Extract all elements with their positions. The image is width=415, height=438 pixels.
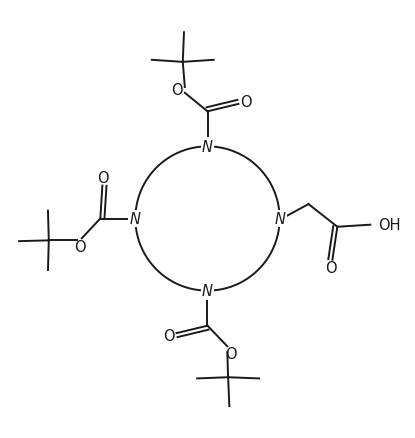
Text: O: O — [98, 170, 109, 185]
Text: N: N — [274, 212, 285, 226]
Text: O: O — [164, 328, 175, 343]
Text: O: O — [74, 240, 85, 254]
Text: O: O — [240, 95, 251, 110]
Text: O: O — [226, 346, 237, 361]
Text: N: N — [202, 140, 213, 155]
Text: N: N — [130, 212, 141, 226]
Text: O: O — [325, 261, 337, 276]
Text: OH: OH — [378, 218, 401, 233]
Text: O: O — [171, 83, 183, 98]
Text: N: N — [202, 283, 213, 298]
